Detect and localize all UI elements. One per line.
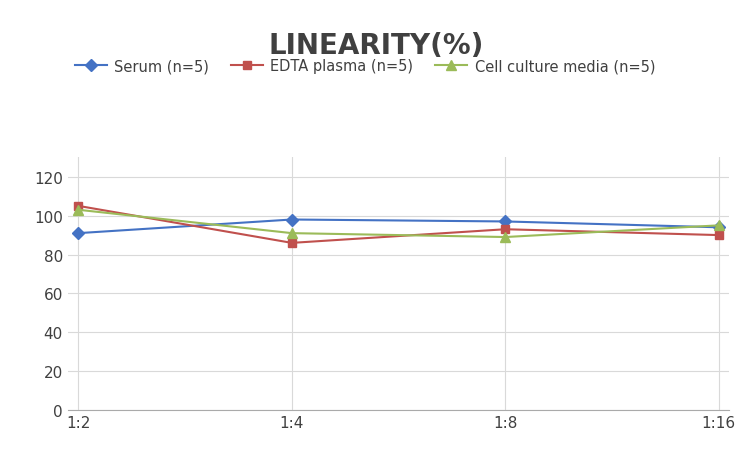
EDTA plasma (n=5) bbox=[74, 204, 83, 209]
Serum (n=5) bbox=[287, 217, 296, 223]
Serum (n=5) bbox=[74, 231, 83, 236]
Cell culture media (n=5) bbox=[501, 235, 510, 240]
Text: LINEARITY(%): LINEARITY(%) bbox=[268, 32, 484, 60]
Legend: Serum (n=5), EDTA plasma (n=5), Cell culture media (n=5): Serum (n=5), EDTA plasma (n=5), Cell cul… bbox=[75, 59, 655, 74]
Cell culture media (n=5) bbox=[287, 231, 296, 236]
Line: Serum (n=5): Serum (n=5) bbox=[74, 216, 723, 238]
EDTA plasma (n=5) bbox=[714, 233, 723, 238]
Cell culture media (n=5) bbox=[74, 207, 83, 213]
Cell culture media (n=5) bbox=[714, 223, 723, 229]
Serum (n=5) bbox=[714, 225, 723, 230]
Line: EDTA plasma (n=5): EDTA plasma (n=5) bbox=[74, 202, 723, 248]
EDTA plasma (n=5) bbox=[287, 241, 296, 246]
Serum (n=5) bbox=[501, 219, 510, 225]
Line: Cell culture media (n=5): Cell culture media (n=5) bbox=[74, 206, 723, 242]
EDTA plasma (n=5) bbox=[501, 227, 510, 232]
